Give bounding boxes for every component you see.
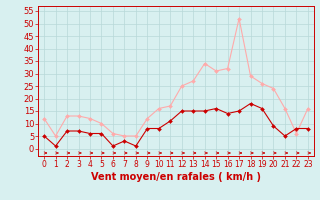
X-axis label: Vent moyen/en rafales ( km/h ): Vent moyen/en rafales ( km/h ) [91, 172, 261, 182]
